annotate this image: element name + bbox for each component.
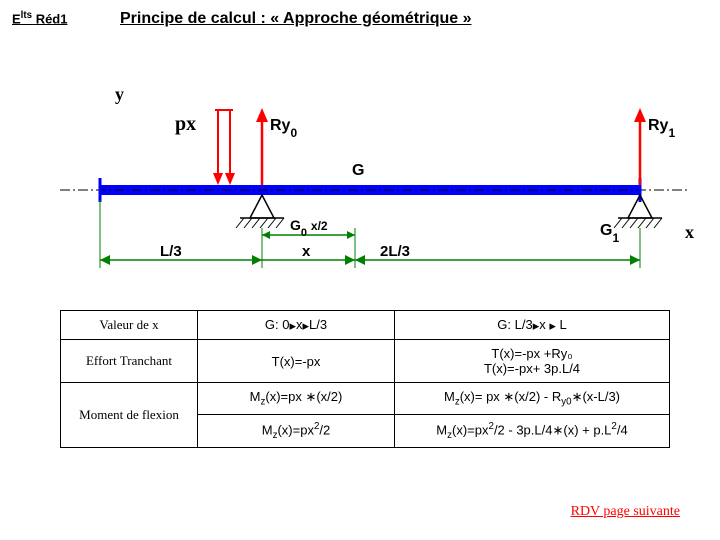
table-row: Moment de flexion Mz(x)=px ∗(x/2) Mz(x)=…	[61, 383, 670, 415]
y-axis-label: y	[115, 84, 124, 104]
g-label: G	[352, 162, 364, 179]
row-head-valeur: Valeur de x	[61, 311, 198, 340]
next-page-link[interactable]: RDV page suivante	[571, 504, 680, 520]
ry0-arrow	[256, 108, 268, 185]
l3-label: L/3	[160, 243, 182, 260]
cell-moment-g1-2: Mz(x)=px2/2 - 3p.L/4∗(x) + p.L2/4	[395, 414, 670, 447]
row-head-moment: Moment de flexion	[61, 383, 198, 448]
px-label: px	[175, 113, 196, 135]
table-row: Effort Tranchant T(x)=-px T(x)=-px +Ry₀ …	[61, 340, 670, 383]
2l3-label: 2L/3	[380, 243, 410, 260]
cell-effort-g1: T(x)=-px +Ry₀ T(x)=-px+ 3p.L/4	[395, 340, 670, 383]
page-title: Principe de calcul : « Approche géométri…	[120, 10, 472, 28]
table-row: Valeur de x G: 0▸x▸L/3 G: L/3▸x ▸ L	[61, 311, 670, 340]
ry1-label: Ry1	[648, 117, 675, 140]
px-load-arrows	[213, 110, 235, 185]
row-head-effort: Effort Tranchant	[61, 340, 198, 383]
cell-valeur-g0: G: 0▸x▸L/3	[198, 311, 395, 340]
header-left-label: Elts Réd1	[12, 10, 67, 26]
right-support	[614, 195, 662, 228]
results-table: Valeur de x G: 0▸x▸L/3 G: L/3▸x ▸ L Effo…	[60, 310, 670, 448]
ry1-arrow	[634, 108, 646, 185]
cell-effort-g0: T(x)=-px	[198, 340, 395, 383]
cell-text: T(x)=-px +Ry₀	[403, 346, 661, 361]
ry0-label: Ry0	[270, 117, 297, 140]
cell-moment-g0-1: Mz(x)=px ∗(x/2)	[198, 383, 395, 415]
cell-moment-g1-1: Mz(x)= px ∗(x/2) - Ry0∗(x-L/3)	[395, 383, 670, 415]
x-dim-label: x	[302, 243, 311, 260]
cell-moment-g0-2: Mz(x)=px2/2	[198, 414, 395, 447]
left-support	[236, 195, 284, 228]
x-axis-label: x	[685, 222, 694, 242]
beam-diagram: y px Ry0 Ry1 G	[0, 40, 720, 300]
cell-text: T(x)=-px+ 3p.L/4	[403, 361, 661, 376]
cell-valeur-g1: G: L/3▸x ▸ L	[395, 311, 670, 340]
